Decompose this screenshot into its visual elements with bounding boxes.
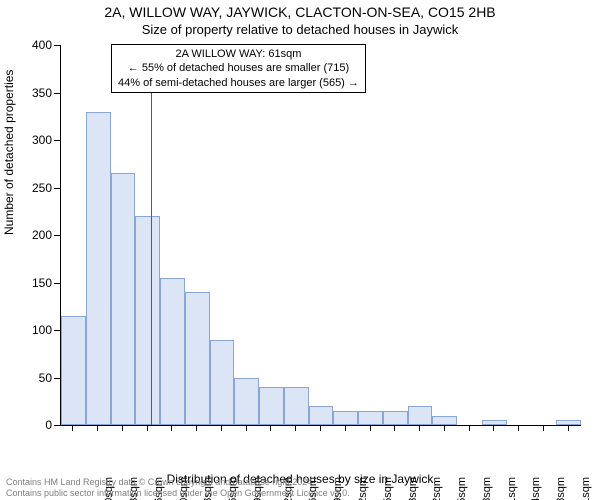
callout-box: 2A WILLOW WAY: 61sqm← 55% of detached ho… bbox=[111, 44, 366, 93]
histogram-bar bbox=[383, 411, 408, 425]
histogram-bar bbox=[259, 387, 284, 425]
footer-line-1: Contains HM Land Registry data © Crown c… bbox=[6, 477, 350, 487]
x-tick bbox=[518, 425, 519, 431]
x-tick bbox=[97, 425, 98, 431]
histogram-bar bbox=[556, 420, 581, 425]
x-tick bbox=[493, 425, 494, 431]
x-tick bbox=[270, 425, 271, 431]
marker-line bbox=[151, 45, 152, 425]
chart-container: 2A, WILLOW WAY, JAYWICK, CLACTON-ON-SEA,… bbox=[0, 0, 600, 500]
x-tick bbox=[394, 425, 395, 431]
histogram-bar bbox=[111, 173, 136, 425]
x-tick bbox=[122, 425, 123, 431]
x-tick bbox=[295, 425, 296, 431]
x-tick bbox=[345, 425, 346, 431]
x-tick bbox=[171, 425, 172, 431]
x-tick bbox=[147, 425, 148, 431]
chart-title: 2A, WILLOW WAY, JAYWICK, CLACTON-ON-SEA,… bbox=[0, 4, 600, 20]
footer-attribution: Contains HM Land Registry data © Crown c… bbox=[6, 477, 350, 498]
histogram-bar bbox=[185, 292, 210, 425]
callout-line: ← 55% of detached houses are smaller (71… bbox=[118, 61, 359, 75]
histogram-bar bbox=[309, 406, 334, 425]
histogram-bar bbox=[284, 387, 309, 425]
footer-line-2: Contains public sector information licen… bbox=[6, 488, 350, 498]
plot-area: 2A WILLOW WAY: 61sqm← 55% of detached ho… bbox=[60, 45, 581, 426]
callout-line: 44% of semi-detached houses are larger (… bbox=[118, 76, 359, 90]
x-tick bbox=[246, 425, 247, 431]
histogram-bar bbox=[160, 278, 185, 425]
histogram-bar bbox=[210, 340, 235, 426]
y-tick-label: 300 bbox=[12, 133, 52, 147]
y-tick-label: 150 bbox=[12, 276, 52, 290]
y-tick-label: 100 bbox=[12, 323, 52, 337]
y-tick-label: 200 bbox=[12, 228, 52, 242]
x-tick bbox=[320, 425, 321, 431]
histogram-bar bbox=[333, 411, 358, 425]
y-tick-label: 250 bbox=[12, 181, 52, 195]
y-tick-label: 350 bbox=[12, 86, 52, 100]
histogram-bar bbox=[432, 416, 457, 426]
y-tick-label: 0 bbox=[12, 418, 52, 432]
y-tick-label: 400 bbox=[12, 38, 52, 52]
x-tick bbox=[568, 425, 569, 431]
x-tick bbox=[221, 425, 222, 431]
histogram-bar bbox=[234, 378, 259, 426]
callout-line: 2A WILLOW WAY: 61sqm bbox=[118, 47, 359, 61]
histogram-bar bbox=[135, 216, 160, 425]
x-tick bbox=[370, 425, 371, 431]
x-tick bbox=[469, 425, 470, 431]
y-tick-label: 50 bbox=[12, 371, 52, 385]
histogram-bar bbox=[61, 316, 86, 425]
x-tick bbox=[419, 425, 420, 431]
x-tick bbox=[543, 425, 544, 431]
x-tick bbox=[444, 425, 445, 431]
histogram-bar bbox=[408, 406, 433, 425]
histogram-bar bbox=[358, 411, 383, 425]
x-tick bbox=[196, 425, 197, 431]
histogram-bar bbox=[86, 112, 111, 426]
chart-subtitle: Size of property relative to detached ho… bbox=[0, 22, 600, 37]
x-tick bbox=[72, 425, 73, 431]
